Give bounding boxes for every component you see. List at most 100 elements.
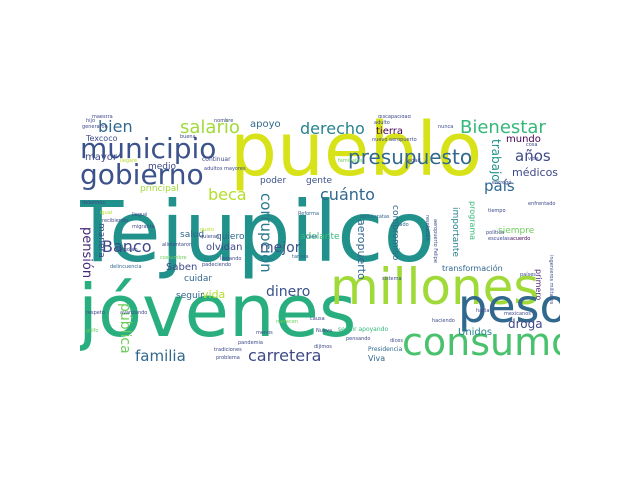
word-llegare: llegaré (120, 158, 138, 164)
word-vida: vida (202, 288, 226, 301)
word-buena: buena (180, 134, 196, 140)
word-problema: problema (216, 355, 240, 361)
word-consumo: consumo (402, 320, 560, 364)
word-menos: menos (256, 330, 273, 336)
word-compromiso: compromiso (390, 205, 400, 261)
word-aeropuerto: aeropuerto (355, 219, 368, 280)
word-nueva: Nueva (316, 328, 333, 334)
word-nunca: nunca (438, 124, 454, 130)
word-dinero: dinero (266, 284, 311, 300)
word-nuevo-aeropuerto: nuevo aeropuerto (372, 137, 417, 143)
word-cloud: Tejupilco pueblo jóvenes millones peso c… (80, 115, 560, 368)
word-delincuencia: delincuencia (110, 264, 142, 270)
word-programa: programa (468, 201, 477, 241)
word-gente: gente (306, 176, 333, 186)
word-debemos: debemos (82, 200, 106, 206)
word-adulto: adulto (374, 120, 390, 126)
word-llegue: llegué (132, 212, 148, 218)
word-poder: poder (260, 176, 287, 186)
word-discapacidad: discapacidad (378, 115, 411, 120)
word-mexicanos: mexicanos (504, 311, 531, 317)
word-publica: pública (117, 303, 133, 354)
word-enfrentado: enfrentado (528, 201, 556, 207)
word-texcoco: Texcoco (86, 134, 118, 143)
word-bienestar: Bienestar (460, 117, 546, 138)
word-politica: política (486, 230, 505, 236)
word-dijimos: dijimos (314, 344, 332, 350)
word-continuar: continuar (202, 156, 231, 163)
word-avanzando: avanzando (120, 310, 148, 316)
word-adelante: adelante (300, 232, 340, 242)
word-cuidar: cuidar (184, 274, 213, 284)
word-seguir: seguir (176, 291, 204, 301)
word-familiares: familiares (338, 158, 363, 164)
word-hacia: hacia (476, 308, 490, 314)
word-familia: familia (135, 347, 186, 365)
word-mayor: mayor (85, 152, 118, 163)
word-seguir-apoyando: seguir apoyando (338, 326, 389, 333)
word-gusto: gusto (200, 227, 214, 233)
word-anos: años (515, 147, 551, 165)
word-droga: droga (508, 317, 543, 331)
word-jovenes: jóvenes (80, 269, 357, 353)
word-viva: Viva (368, 354, 386, 363)
word-entrego: entregó (492, 180, 512, 186)
word-sistema: sistema (382, 276, 402, 282)
word-vine: vine (528, 156, 539, 162)
word-migrante: migrante (132, 224, 155, 230)
word-millones: millones (330, 258, 540, 316)
word-hijo: hijo (86, 118, 96, 124)
word-padeciendo: padeciendo (202, 262, 232, 268)
word-saben: Saben (166, 262, 198, 273)
word-alimentaron: alimentaron (162, 242, 193, 248)
word-reforma: Reforma (298, 211, 320, 217)
word-transformacion: transformación (442, 264, 503, 273)
word-derecho: derecho (300, 119, 365, 138)
word-generaron: generaron (82, 124, 108, 130)
word-ingenieros-militares: ingenieros militares (548, 255, 554, 305)
word-beca: beca (208, 185, 247, 204)
word-pandemia: pandemia (238, 340, 263, 346)
word-tiempo: tiempo (488, 208, 506, 214)
word-paises: países (520, 272, 536, 278)
word-aeropuerto-felipe: aeropuerto Felipe (432, 219, 438, 263)
word-tejupilco: Tejupilco (80, 183, 435, 281)
word-merecen: merecen (276, 319, 298, 325)
word-siempre: siempre (498, 226, 535, 236)
word-presupuesto: presupuesto (348, 145, 473, 169)
word-gobierno: gobierno (80, 158, 204, 191)
word-municipio: municipio (80, 132, 217, 165)
word-medicos: médicos (512, 166, 559, 179)
word-carretera: carretera (248, 346, 322, 365)
word-tecnocratas: tecnócratas (360, 214, 390, 220)
word-medio: medio (148, 162, 177, 172)
word-salud: salud (180, 230, 205, 240)
word-pueblo: pueblo (230, 115, 483, 193)
word-nombre: nombre (214, 118, 234, 124)
word-lado: lado (398, 222, 409, 228)
word-corrupcion: corrupción (257, 193, 275, 273)
word-tradiciones: tradiciones (214, 347, 242, 353)
word-escuelas: escuelas (488, 236, 510, 242)
word-respeto: respeto (86, 310, 105, 316)
word-unidos: Unidos (458, 327, 493, 338)
word-adultos-mayores: adultos mayores (204, 166, 246, 172)
word-golfo: golfo (86, 328, 99, 334)
word-tierra: tierra (376, 126, 404, 137)
word-manera: manera (96, 223, 106, 258)
word-pais: país (484, 177, 515, 195)
word-costumbre: costumbre (160, 255, 187, 261)
word-banco: Banco (102, 237, 152, 256)
word-resolucion: resolución (424, 215, 430, 241)
word-dices: dices (390, 338, 403, 344)
word-primero: primero (534, 269, 543, 301)
word-maestra: maestra (92, 115, 113, 120)
word-mundo: mundo (506, 134, 541, 145)
word-cosa: cosa (526, 142, 538, 148)
word-llegando: llegando (220, 256, 242, 262)
word-principal: principal (140, 184, 179, 194)
word-cuanto: cuánto (320, 185, 375, 204)
word-pensando: pensando (346, 336, 371, 342)
word-casa: casa (306, 234, 318, 240)
word-quieran: quieran (200, 234, 220, 240)
